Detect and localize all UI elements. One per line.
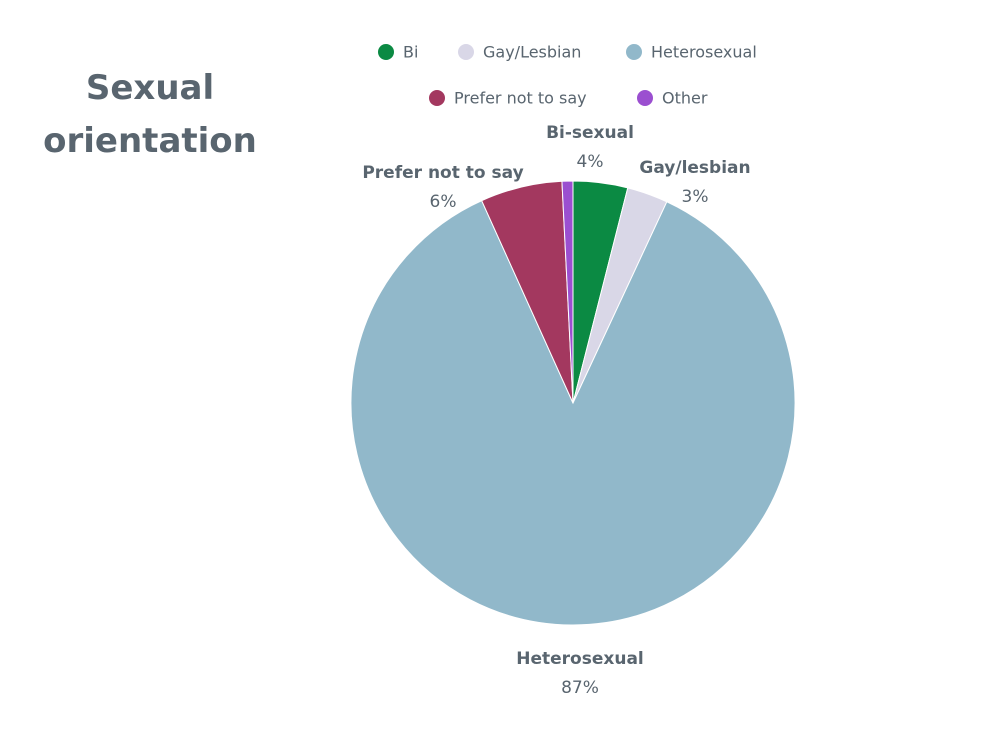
legend-label: Heterosexual: [651, 43, 757, 62]
pie-slice: [561, 180, 574, 404]
legend-label: Bi: [403, 43, 418, 62]
data-label-name: Gay/lesbian: [639, 158, 750, 178]
data-label-value: 3%: [682, 187, 709, 207]
legend-label: Gay/Lesbian: [483, 43, 581, 62]
legend-marker: [458, 44, 474, 60]
chart-title: Sexual orientation: [43, 68, 257, 161]
legend-marker: [378, 44, 394, 60]
data-label-name: Prefer not to say: [362, 163, 523, 183]
legend-label: Other: [662, 89, 708, 108]
data-label-name: Heterosexual: [516, 649, 644, 669]
pie-slice: [350, 199, 796, 626]
legend-marker: [626, 44, 642, 60]
data-label-value: 87%: [561, 678, 599, 698]
data-label-value: 6%: [430, 192, 457, 212]
legend-label: Prefer not to say: [454, 89, 587, 108]
legend-marker: [429, 90, 445, 106]
legend-marker: [637, 90, 653, 106]
data-label-name: Bi-sexual: [546, 123, 634, 143]
data-label-value: 4%: [577, 152, 604, 172]
